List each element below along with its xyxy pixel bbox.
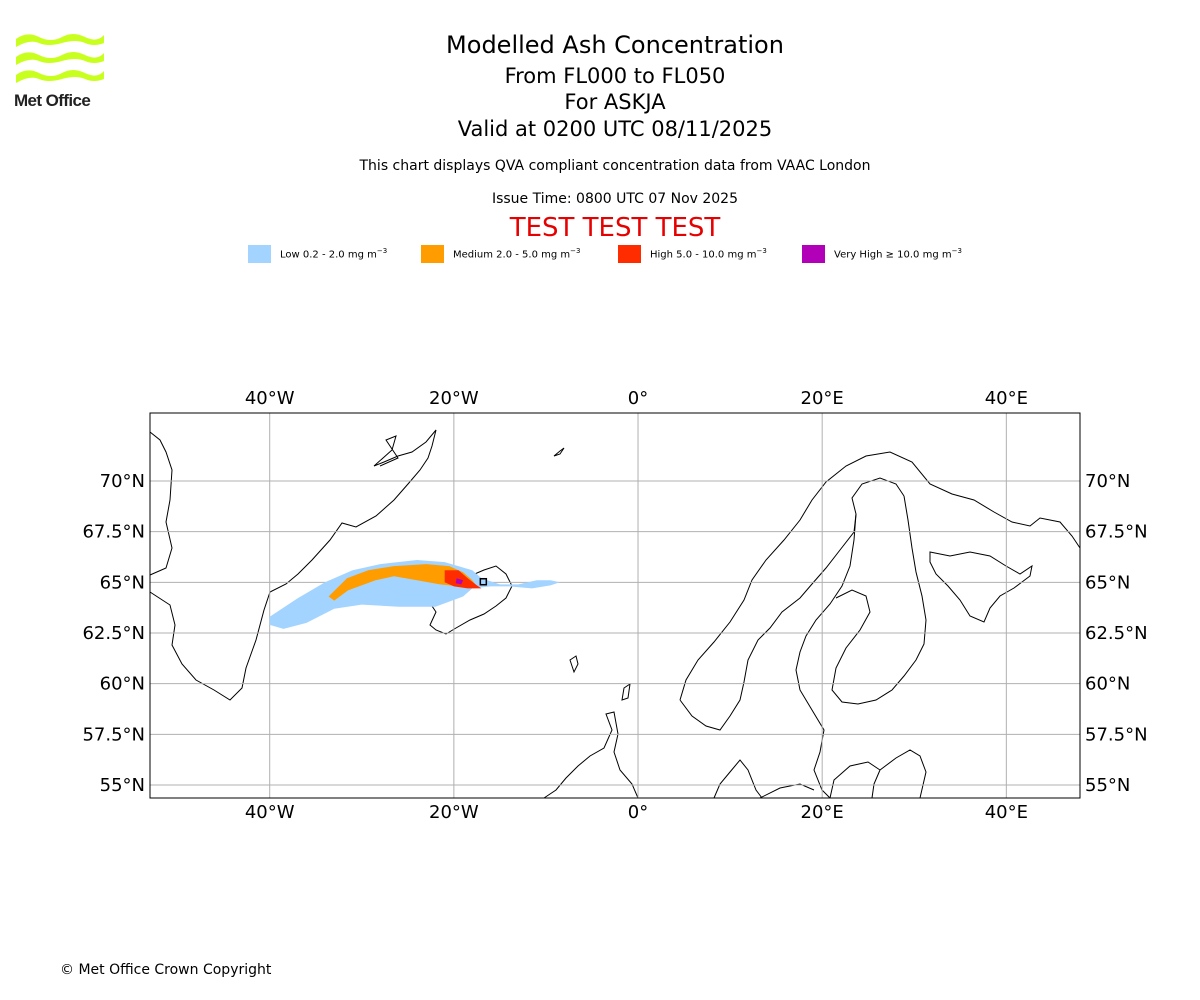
lon-tick-label-top: 0°: [628, 388, 648, 409]
legend-label-high: High 5.0 - 10.0 mg m−3: [650, 247, 767, 261]
lon-tick-label-top: 40°E: [985, 388, 1028, 409]
lat-tick-label-right: 60°N: [1085, 674, 1130, 695]
legend-label-low: Low 0.2 - 2.0 mg m−3: [280, 247, 388, 261]
volcano-name: For ASKJA: [564, 90, 666, 114]
lat-tick-label-right: 67.5°N: [1085, 522, 1148, 543]
ash-region-low: [269, 560, 560, 629]
lon-tick-label-bottom: 40°W: [245, 802, 295, 823]
flight-level-range: From FL000 to FL050: [504, 64, 726, 88]
lat-tick-label-left: 57.5°N: [82, 724, 145, 745]
marker-layer: [479, 577, 488, 586]
ash-region-very-high: [455, 578, 464, 585]
lat-tick-label-left: 60°N: [100, 674, 145, 695]
lon-tick-label-top: 40°W: [245, 388, 295, 409]
legend-item-high: High 5.0 - 10.0 mg m−3: [618, 244, 767, 264]
legend-label-very-high: Very High ≥ 10.0 mg m−3: [834, 247, 962, 261]
coastline-baltic-south: [713, 749, 927, 799]
lat-tick-label-right: 55°N: [1085, 775, 1130, 796]
copyright-notice: © Met Office Crown Copyright: [60, 962, 272, 978]
lat-tick-label-right: 57.5°N: [1085, 724, 1148, 745]
logo-wordmark: Met Office: [14, 91, 91, 110]
valid-time: Valid at 0200 UTC 08/11/2025: [457, 117, 773, 141]
lat-tick-label-left: 55°N: [100, 775, 145, 796]
ash-region-high: [444, 570, 482, 589]
legend-item-very-high: Very High ≥ 10.0 mg m−3: [802, 244, 962, 264]
map-frame: [149, 412, 1081, 799]
coastline-shetland: [621, 682, 631, 701]
lat-tick-label-left: 70°N: [100, 471, 145, 492]
issue-time: Issue Time: 0800 UTC 07 Nov 2025: [491, 191, 739, 207]
ash-region-medium: [328, 564, 477, 601]
coastline-jan-mayen: [553, 447, 565, 457]
tick-labels: 40°W 40°W 20°W 20°W 0° 0° 20°E 20°E 40°E 40°E 70°N…: [82, 388, 1147, 823]
lat-tick-label-left: 65°N: [100, 572, 145, 593]
legend-label-medium: Medium 2.0 - 5.0 mg m−3: [453, 247, 581, 261]
coastline-britain: [543, 711, 639, 799]
volcano-marker: [479, 577, 488, 586]
coastlines: [149, 429, 1081, 799]
lon-tick-label-bottom: 40°E: [985, 802, 1028, 823]
lat-tick-label-right: 65°N: [1085, 572, 1130, 593]
legend-item-low: Low 0.2 - 2.0 mg m−3: [248, 244, 387, 264]
lon-tick-label-bottom: 20°W: [429, 802, 479, 823]
coastline-greenland: [149, 429, 437, 701]
coastline-norway: [679, 451, 1081, 731]
lat-tick-label-right: 70°N: [1085, 471, 1130, 492]
lon-tick-label-bottom: 20°E: [801, 802, 844, 823]
lat-tick-label-left: 62.5°N: [82, 623, 145, 644]
legend-swatch-high: [618, 245, 641, 263]
test-banner: TEST TEST TEST: [509, 213, 721, 243]
legend-swatch-low: [248, 245, 271, 263]
coastline-kola-white-sea: [929, 551, 1033, 623]
lon-tick-label-top: 20°E: [801, 388, 844, 409]
coastline-sweden-finland: [795, 495, 927, 799]
concentration-legend: Low 0.2 - 2.0 mg m−3 Medium 2.0 - 5.0 mg…: [0, 244, 1200, 264]
legend-swatch-medium: [421, 245, 444, 263]
lat-tick-label-left: 67.5°N: [82, 522, 145, 543]
coastline-faroe: [569, 655, 579, 674]
gridlines: [150, 413, 1080, 798]
lat-tick-label-right: 62.5°N: [1085, 623, 1148, 644]
legend-swatch-very-high: [802, 245, 825, 263]
lon-tick-label-top: 20°W: [429, 388, 479, 409]
lon-tick-label-bottom: 0°: [628, 802, 648, 823]
chart-title: Modelled Ash Concentration: [446, 31, 784, 59]
legend-item-medium: Medium 2.0 - 5.0 mg m−3: [421, 244, 580, 264]
ash-layer: [269, 560, 560, 629]
met-office-logo: [16, 34, 104, 83]
compliance-note: This chart displays QVA compliant concen…: [359, 158, 871, 174]
